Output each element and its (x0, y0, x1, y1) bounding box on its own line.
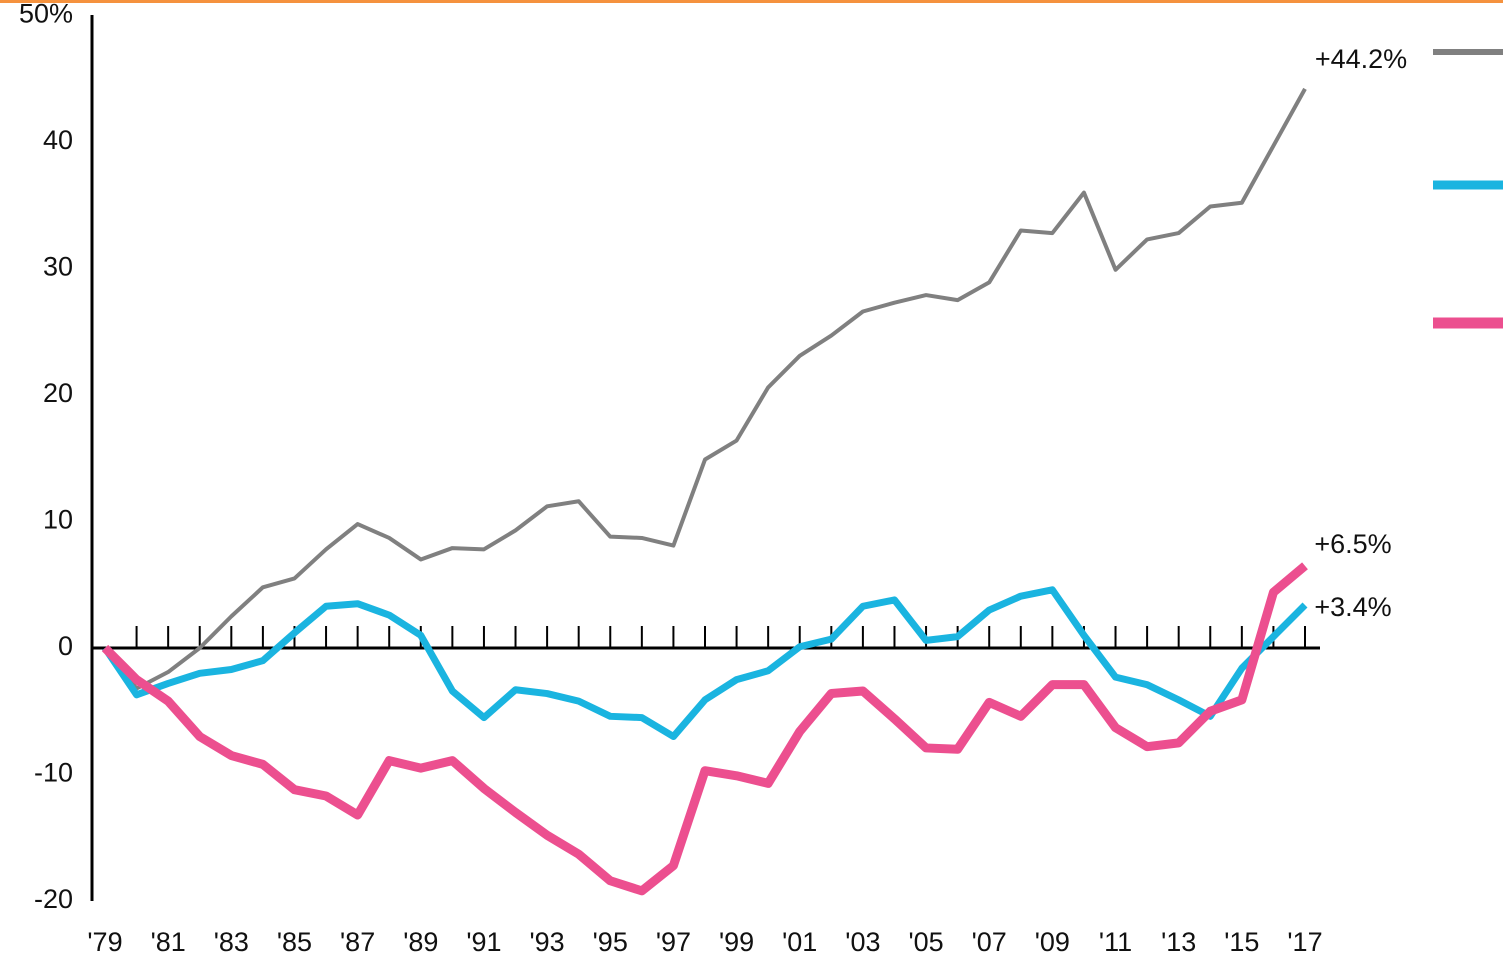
x-tick-label: '13 (1161, 927, 1196, 957)
x-tick-label: '85 (277, 927, 312, 957)
y-tick-label: 20 (43, 378, 73, 408)
x-tick-label: '99 (719, 927, 754, 957)
series-line (102, 586, 1308, 741)
y-tick-label: -10 (34, 758, 73, 788)
x-tick-label: '03 (845, 927, 880, 957)
y-tick-label: 40 (43, 125, 73, 155)
end-label: +3.4% (1314, 592, 1391, 622)
x-tick-label: '97 (656, 927, 691, 957)
y-tick-label: -20 (34, 884, 73, 914)
x-tick-label: '79 (87, 927, 122, 957)
x-tick-label: '01 (782, 927, 817, 957)
y-tick-label: 10 (43, 505, 73, 535)
x-tick-label: '09 (1035, 927, 1070, 957)
end-label: +6.5% (1314, 529, 1391, 559)
end-label: +44.2% (1315, 44, 1407, 74)
x-tick-label: '17 (1287, 927, 1322, 957)
x-tick-label: '83 (214, 927, 249, 957)
x-tick-label: '15 (1224, 927, 1259, 957)
y-tick-label: 50% (19, 0, 73, 29)
series-line (103, 87, 1307, 691)
y-tick-label: 0 (58, 631, 73, 661)
x-tick-label: '95 (593, 927, 628, 957)
x-tick-label: '91 (466, 927, 501, 957)
top-rule (0, 0, 1503, 3)
x-tick-label: '11 (1099, 927, 1132, 957)
x-tick-label: '07 (972, 927, 1007, 957)
series-line (101, 562, 1308, 896)
x-tick-label: '81 (151, 927, 186, 957)
x-tick-label: '05 (908, 927, 943, 957)
y-tick-label: 30 (43, 252, 73, 282)
x-tick-label: '93 (530, 927, 565, 957)
x-tick-label: '89 (403, 927, 438, 957)
x-tick-label: '87 (340, 927, 375, 957)
